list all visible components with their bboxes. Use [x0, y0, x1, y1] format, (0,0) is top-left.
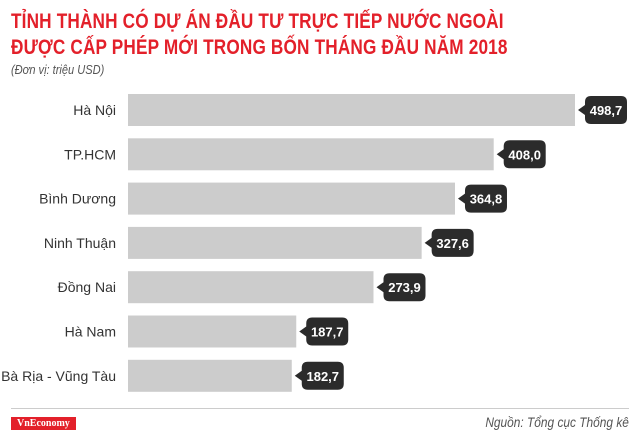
category-label: TP.HCM — [64, 146, 116, 162]
value-callout — [457, 184, 507, 213]
bar — [128, 182, 455, 215]
bar — [128, 359, 292, 392]
bar — [128, 271, 374, 304]
vneconomy-logo: VnEconomy — [11, 417, 76, 430]
category-label: Hà Nội — [73, 102, 116, 118]
bar — [128, 94, 575, 126]
category-label: Bình Dương — [39, 191, 116, 207]
chart-title: TỈNH THÀNH CÓ DỰ ÁN ĐẦU TƯ TRỰC TIẾP NƯỚ… — [11, 8, 508, 60]
category-label: Hà Nam — [65, 324, 116, 340]
bar — [128, 315, 297, 348]
source-note: Nguồn: Tổng cục Thống kê — [485, 414, 629, 430]
value-label: 182,7 — [306, 369, 339, 384]
value-label: 327,6 — [436, 236, 469, 251]
value-callout — [299, 317, 349, 346]
footer-divider — [11, 408, 629, 409]
value-callout — [578, 96, 627, 124]
category-label: Đồng Nai — [58, 279, 116, 295]
value-callout — [294, 361, 344, 390]
bar — [128, 226, 422, 259]
category-label: Ninh Thuận — [44, 235, 116, 251]
value-callout — [376, 273, 426, 302]
category-label: Bà Rịa - Vũng Tàu — [1, 368, 116, 384]
value-callout — [424, 228, 474, 257]
unit-subtitle: (Đơn vị: triệu USD) — [11, 62, 105, 77]
value-label: 498,7 — [590, 103, 623, 118]
value-label: 187,7 — [311, 325, 344, 340]
value-label: 364,8 — [470, 192, 503, 207]
title-line-1: TỈNH THÀNH CÓ DỰ ÁN ĐẦU TƯ TRỰC TIẾP NƯỚ… — [11, 9, 504, 33]
value-label: 408,0 — [508, 147, 541, 162]
value-label: 273,9 — [388, 280, 421, 295]
value-callout — [496, 140, 546, 169]
bar — [128, 138, 494, 171]
title-line-2: ĐƯỢC CẤP PHÉP MỚI TRONG BỐN THÁNG ĐẦU NĂ… — [11, 35, 508, 59]
